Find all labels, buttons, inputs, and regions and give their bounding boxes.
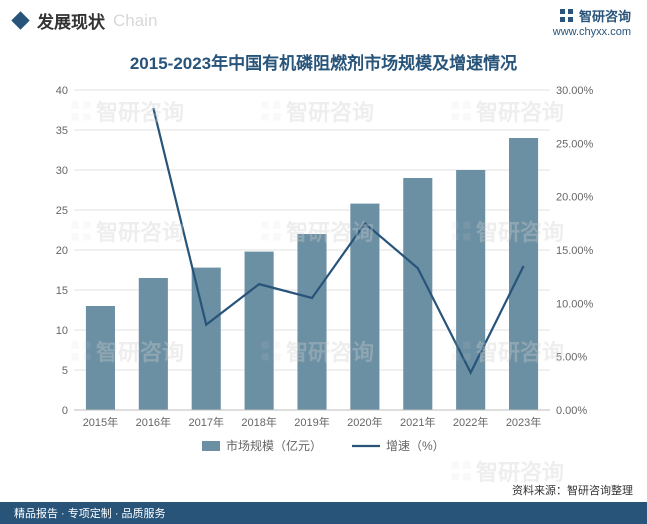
legend-bar-label: 市场规模（亿元） (226, 438, 322, 453)
footer-left: 精品报告 · 专项定制 · 品质服务 (14, 505, 166, 521)
svg-text:40: 40 (56, 85, 68, 97)
bar (350, 204, 379, 410)
svg-text:2021年: 2021年 (400, 415, 435, 429)
branding-url: www.chyxx.com (553, 26, 631, 38)
header-sub-title: Chain (113, 11, 157, 31)
chart-svg: 0 5 10 15 20 25 30 35 40 0.00% 5.00% 10.00% 15.00% 20… (42, 80, 602, 480)
svg-text:30: 30 (56, 165, 68, 177)
svg-text:20: 20 (56, 245, 68, 257)
bar (139, 278, 168, 410)
svg-text:2022年: 2022年 (453, 415, 488, 429)
svg-text:2020年: 2020年 (347, 415, 382, 429)
svg-text:20.00%: 20.00% (556, 192, 594, 204)
svg-text:2015年: 2015年 (83, 415, 118, 429)
bar (192, 268, 221, 410)
chart-area: 0 5 10 15 20 25 30 35 40 0.00% 5.00% 10.00% 15.00% 20… (0, 80, 647, 480)
header: 发展现状 Chain 智研咨询 www.chyxx.com (0, 0, 647, 37)
svg-text:35: 35 (56, 125, 68, 137)
svg-text:2016年: 2016年 (136, 415, 171, 429)
bar (509, 138, 538, 410)
svg-text:2023年: 2023年 (506, 415, 541, 429)
bar (403, 178, 432, 410)
header-main-title: 发展现状 (37, 8, 105, 33)
diamond-icon (11, 11, 29, 29)
branding-logo-icon (559, 8, 574, 23)
svg-text:15: 15 (56, 285, 68, 297)
svg-text:10: 10 (56, 325, 68, 337)
svg-text:2019年: 2019年 (294, 415, 329, 429)
svg-text:0.00%: 0.00% (556, 405, 587, 417)
svg-text:5: 5 (62, 365, 68, 377)
svg-text:2017年: 2017年 (188, 415, 223, 429)
bar (86, 306, 115, 410)
svg-text:10.00%: 10.00% (556, 298, 594, 310)
svg-text:25: 25 (56, 205, 68, 217)
footer: 精品报告 · 专项定制 · 品质服务 (0, 502, 647, 524)
bar (245, 252, 274, 410)
svg-text:0: 0 (62, 405, 68, 417)
svg-text:15.00%: 15.00% (556, 245, 594, 257)
bar (297, 234, 326, 410)
svg-text:2018年: 2018年 (241, 415, 276, 429)
legend-line-label: 增速（%） (386, 439, 445, 453)
branding: 智研咨询 www.chyxx.com (553, 6, 631, 38)
svg-text:5.00%: 5.00% (556, 352, 587, 364)
source-text: 资料来源：智研咨询整理 (512, 482, 633, 498)
branding-name: 智研咨询 (579, 6, 631, 25)
chart-title: 2015-2023年中国有机磷阻燃剂市场规模及增速情况 (0, 37, 647, 80)
svg-text:25.00%: 25.00% (556, 138, 594, 150)
svg-text:30.00%: 30.00% (556, 85, 594, 97)
